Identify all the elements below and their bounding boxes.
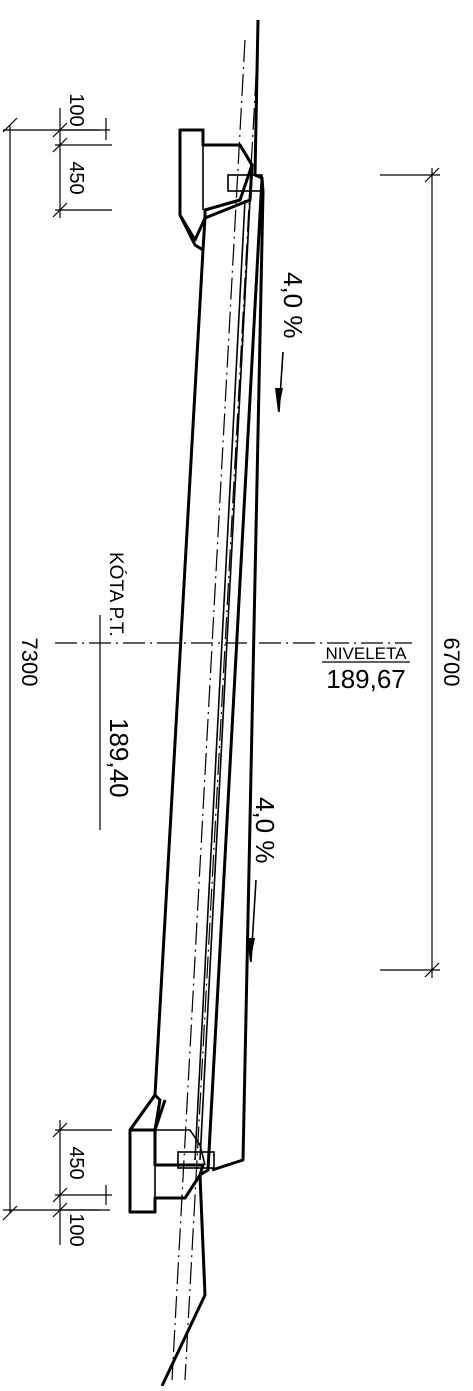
dimension-top-edge: 100 450 xyxy=(52,93,112,218)
niveleta-label: NIVELETA xyxy=(326,644,408,663)
lower-slope: 4,0 % xyxy=(247,797,280,963)
lower-slope-arrow-icon xyxy=(247,938,255,962)
deck-top-inner-line xyxy=(199,199,251,1161)
kota-value: 189,40 xyxy=(104,718,134,798)
kota-marker: KÓTA P.T. 189,40 xyxy=(99,552,134,830)
dimension-top-edge-label: 450 xyxy=(65,161,87,194)
kota-label: KÓTA P.T. xyxy=(105,552,127,637)
upper-slope: 4,0 % xyxy=(275,272,308,413)
dimension-6700-label: 6700 xyxy=(439,638,464,687)
upper-slope-arrow-icon xyxy=(275,388,283,412)
reference-line-2 xyxy=(184,39,259,1381)
dimension-bottom-edge-label: 450 xyxy=(65,1146,87,1179)
dimension-7300: 7300 xyxy=(2,117,110,1221)
dimension-6700: 6700 xyxy=(380,167,464,978)
niveleta-marker: NIVELETA 189,67 xyxy=(322,644,410,694)
reference-line-1 xyxy=(171,39,246,1381)
lower-edge-beam xyxy=(128,1093,215,1198)
upper-slope-label: 4,0 % xyxy=(278,272,308,339)
deck-top-inner-line-2 xyxy=(194,199,246,1161)
upper-edge-beam xyxy=(178,128,263,242)
dimension-7300-label: 7300 xyxy=(17,638,42,687)
dimension-top-cap-label: 100 xyxy=(65,93,87,126)
dimension-bottom-cap-label: 100 xyxy=(65,1213,87,1246)
deck-outline xyxy=(128,19,265,1387)
lower-slope-label: 4,0 % xyxy=(250,797,280,864)
dimension-bottom-edge: 450 100 xyxy=(52,1120,112,1247)
niveleta-value: 189,67 xyxy=(326,664,406,694)
